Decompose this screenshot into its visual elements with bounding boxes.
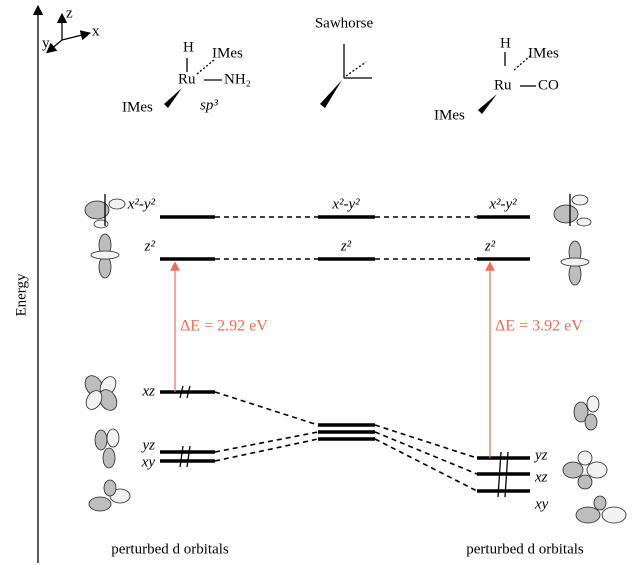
left-hybrid: sp³ — [200, 97, 218, 113]
left-level-label: yz — [141, 437, 156, 453]
right-ligand-top: IMes — [528, 45, 559, 61]
left-metal: Ru — [178, 71, 196, 87]
right-ligand-right: CO — [538, 77, 559, 93]
right-level-label: yz — [533, 447, 548, 463]
right-level-label: xy — [534, 496, 549, 512]
coord-frame — [50, 18, 86, 50]
coord-y: y — [42, 35, 50, 51]
center-level-label: z² — [340, 238, 352, 254]
right-metal: Ru — [494, 77, 512, 93]
left-ligand-right: NH₂ — [224, 71, 251, 87]
left-ligand-left: IMes — [122, 99, 153, 115]
sawhorse — [320, 44, 372, 108]
electron-pairs — [180, 386, 508, 497]
left-level-label: xz — [142, 383, 156, 399]
diagram: Energy z y x H IMes Ru NH₂ IMes sp³ Sawh… — [0, 0, 641, 565]
left-level-label: x²-y² — [127, 196, 156, 212]
left-ligand-top: IMes — [212, 45, 243, 61]
right-level-label: z² — [484, 238, 496, 254]
coord-z: z — [66, 5, 73, 21]
right-ligand-left: IMes — [434, 107, 465, 123]
footer-label: perturbed d orbitals — [466, 541, 584, 557]
energy-levels — [160, 217, 530, 491]
gap-label: ΔE = 3.92 eV — [495, 318, 583, 335]
energy-label: Energy — [13, 273, 29, 317]
footer-label: perturbed d orbitals — [111, 541, 229, 557]
sawhorse-label: Sawhorse — [315, 15, 374, 31]
right-level-label: xz — [534, 469, 548, 485]
center-level-label: x²-y² — [331, 196, 360, 212]
left-h: H — [183, 39, 194, 55]
gap-label: ΔE = 2.92 eV — [180, 318, 268, 335]
coord-x: x — [92, 23, 100, 39]
left-level-label: z² — [144, 238, 156, 254]
right-h: H — [500, 35, 511, 51]
right-level-label: x²-y² — [488, 196, 517, 212]
left-level-label: xy — [141, 454, 156, 470]
